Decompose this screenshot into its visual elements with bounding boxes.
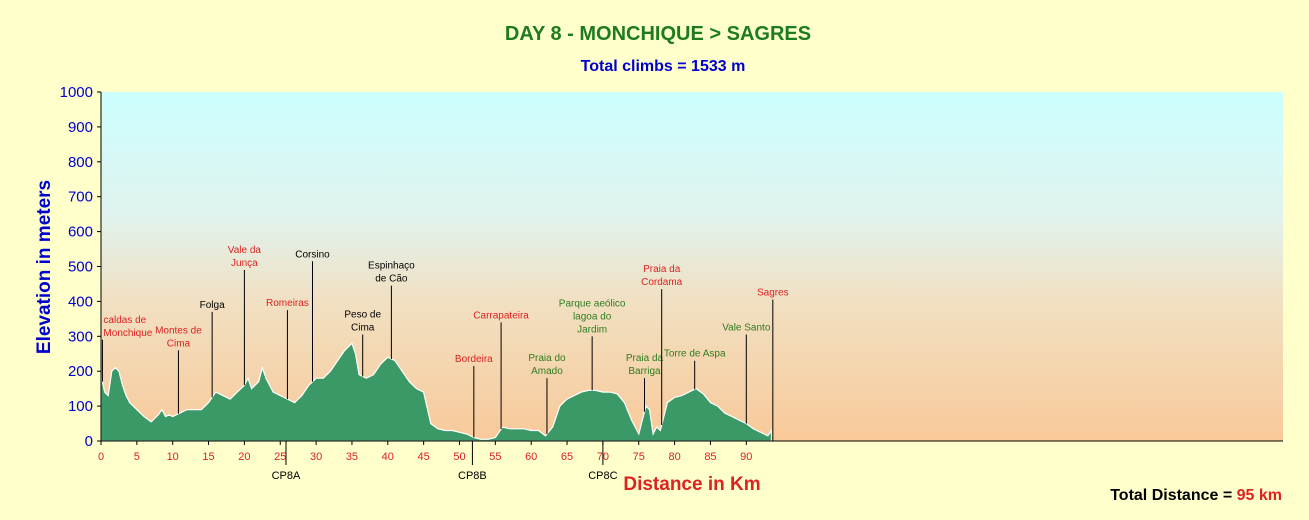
total-distance-value: 95 km	[1237, 487, 1282, 504]
x-tick-label: 0	[98, 451, 104, 463]
x-tick-label: 85	[704, 451, 716, 463]
plot-area	[101, 92, 1283, 441]
x-tick-label: 75	[633, 451, 645, 463]
annotation-label: caldas de Monchique	[103, 315, 152, 339]
elevation-area	[100, 342, 773, 442]
y-tick-label: 300	[68, 328, 93, 345]
checkpoint-label: CP8A	[272, 470, 301, 482]
x-tick-label: 80	[668, 451, 680, 463]
x-tick-label: 15	[202, 451, 214, 463]
x-tick-label: 55	[489, 451, 501, 463]
y-tick-label: 100	[68, 398, 93, 415]
annotation-label: Vale Santo	[722, 323, 771, 334]
y-axis-ticks: 0 100 200 300 400 500 600 700 800 900 1000	[60, 84, 101, 450]
annotation-label: Praia da Barriga	[626, 353, 664, 377]
annotation-label: Romeiras	[266, 298, 309, 309]
x-tick-label: 65	[561, 451, 573, 463]
x-tick-label: 50	[453, 451, 465, 463]
y-tick-label: 400	[68, 293, 93, 310]
y-tick-label: 0	[85, 433, 93, 450]
annotation-label: Praia da Cordama	[641, 264, 683, 288]
y-tick-label: 800	[68, 154, 93, 171]
x-tick-label: 35	[346, 451, 358, 463]
x-tick-label: 40	[382, 451, 394, 463]
checkpoint-label: CP8B	[458, 470, 487, 482]
checkpoints: CP8A CP8B CP8C	[272, 441, 618, 482]
annotation-label: Sagres	[757, 288, 789, 299]
annotation-label: Carrapateira	[473, 310, 529, 321]
annotation-label: Folga	[200, 300, 225, 311]
annotations: caldas de Monchique Montes de Cima Folga Vale…	[101, 245, 789, 441]
total-distance-label: Total Distance =	[1110, 487, 1236, 504]
y-tick-label: 1000	[60, 84, 93, 101]
annotation-label: Espinhaço de Cão	[368, 261, 415, 285]
y-tick-label: 600	[68, 224, 93, 241]
annotation-label: Torre de Aspa	[664, 349, 726, 360]
y-tick-label: 500	[68, 259, 93, 276]
x-tick-label: 20	[238, 451, 250, 463]
x-tick-label: 25	[274, 451, 286, 463]
annotation-label: Peso de Cima	[344, 310, 381, 334]
annotation-label: Vale da Junça	[228, 245, 262, 269]
x-tick-label: 90	[740, 451, 752, 463]
x-tick-label: 60	[525, 451, 537, 463]
x-tick-label: 10	[167, 451, 179, 463]
x-axis-ticks: 0 5 10 15 20 25 30 35 40 45 50 55 60 65 70 75 80 85 90	[98, 441, 752, 463]
annotation-label: Corsino	[295, 249, 330, 260]
chart-title: DAY 8 - MONCHIQUE > SAGRES	[505, 23, 811, 45]
y-axis-label: Elevation in meters	[34, 180, 55, 354]
x-axis-label: Distance in Km	[623, 474, 760, 495]
annotation-label: Parque aeólico lagoa do Jardim	[559, 298, 626, 335]
y-tick-label: 200	[68, 363, 93, 380]
x-tick-label: 70	[597, 451, 609, 463]
x-tick-label: 30	[310, 451, 322, 463]
total-distance: Total Distance = 95 km	[1110, 487, 1282, 504]
chart-subtitle: Total climbs = 1533 m	[581, 58, 746, 75]
annotation-label: Praia do Amado	[528, 353, 566, 377]
checkpoint-label: CP8C	[588, 470, 617, 482]
annotation-label: Bordeira	[455, 354, 493, 365]
y-tick-label: 700	[68, 189, 93, 206]
x-tick-label: 45	[418, 451, 430, 463]
annotation-label: Montes de Cima	[155, 325, 202, 349]
y-tick-label: 900	[68, 119, 93, 136]
x-tick-label: 5	[134, 451, 140, 463]
